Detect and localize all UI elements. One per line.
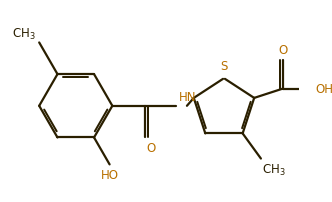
Text: O: O <box>146 141 155 154</box>
Text: CH$_3$: CH$_3$ <box>12 26 35 41</box>
Text: CH$_3$: CH$_3$ <box>262 162 286 177</box>
Text: HO: HO <box>101 168 119 181</box>
Text: HN: HN <box>179 91 197 104</box>
Text: S: S <box>220 60 228 73</box>
Text: O: O <box>278 44 287 57</box>
Text: OH: OH <box>316 83 332 96</box>
